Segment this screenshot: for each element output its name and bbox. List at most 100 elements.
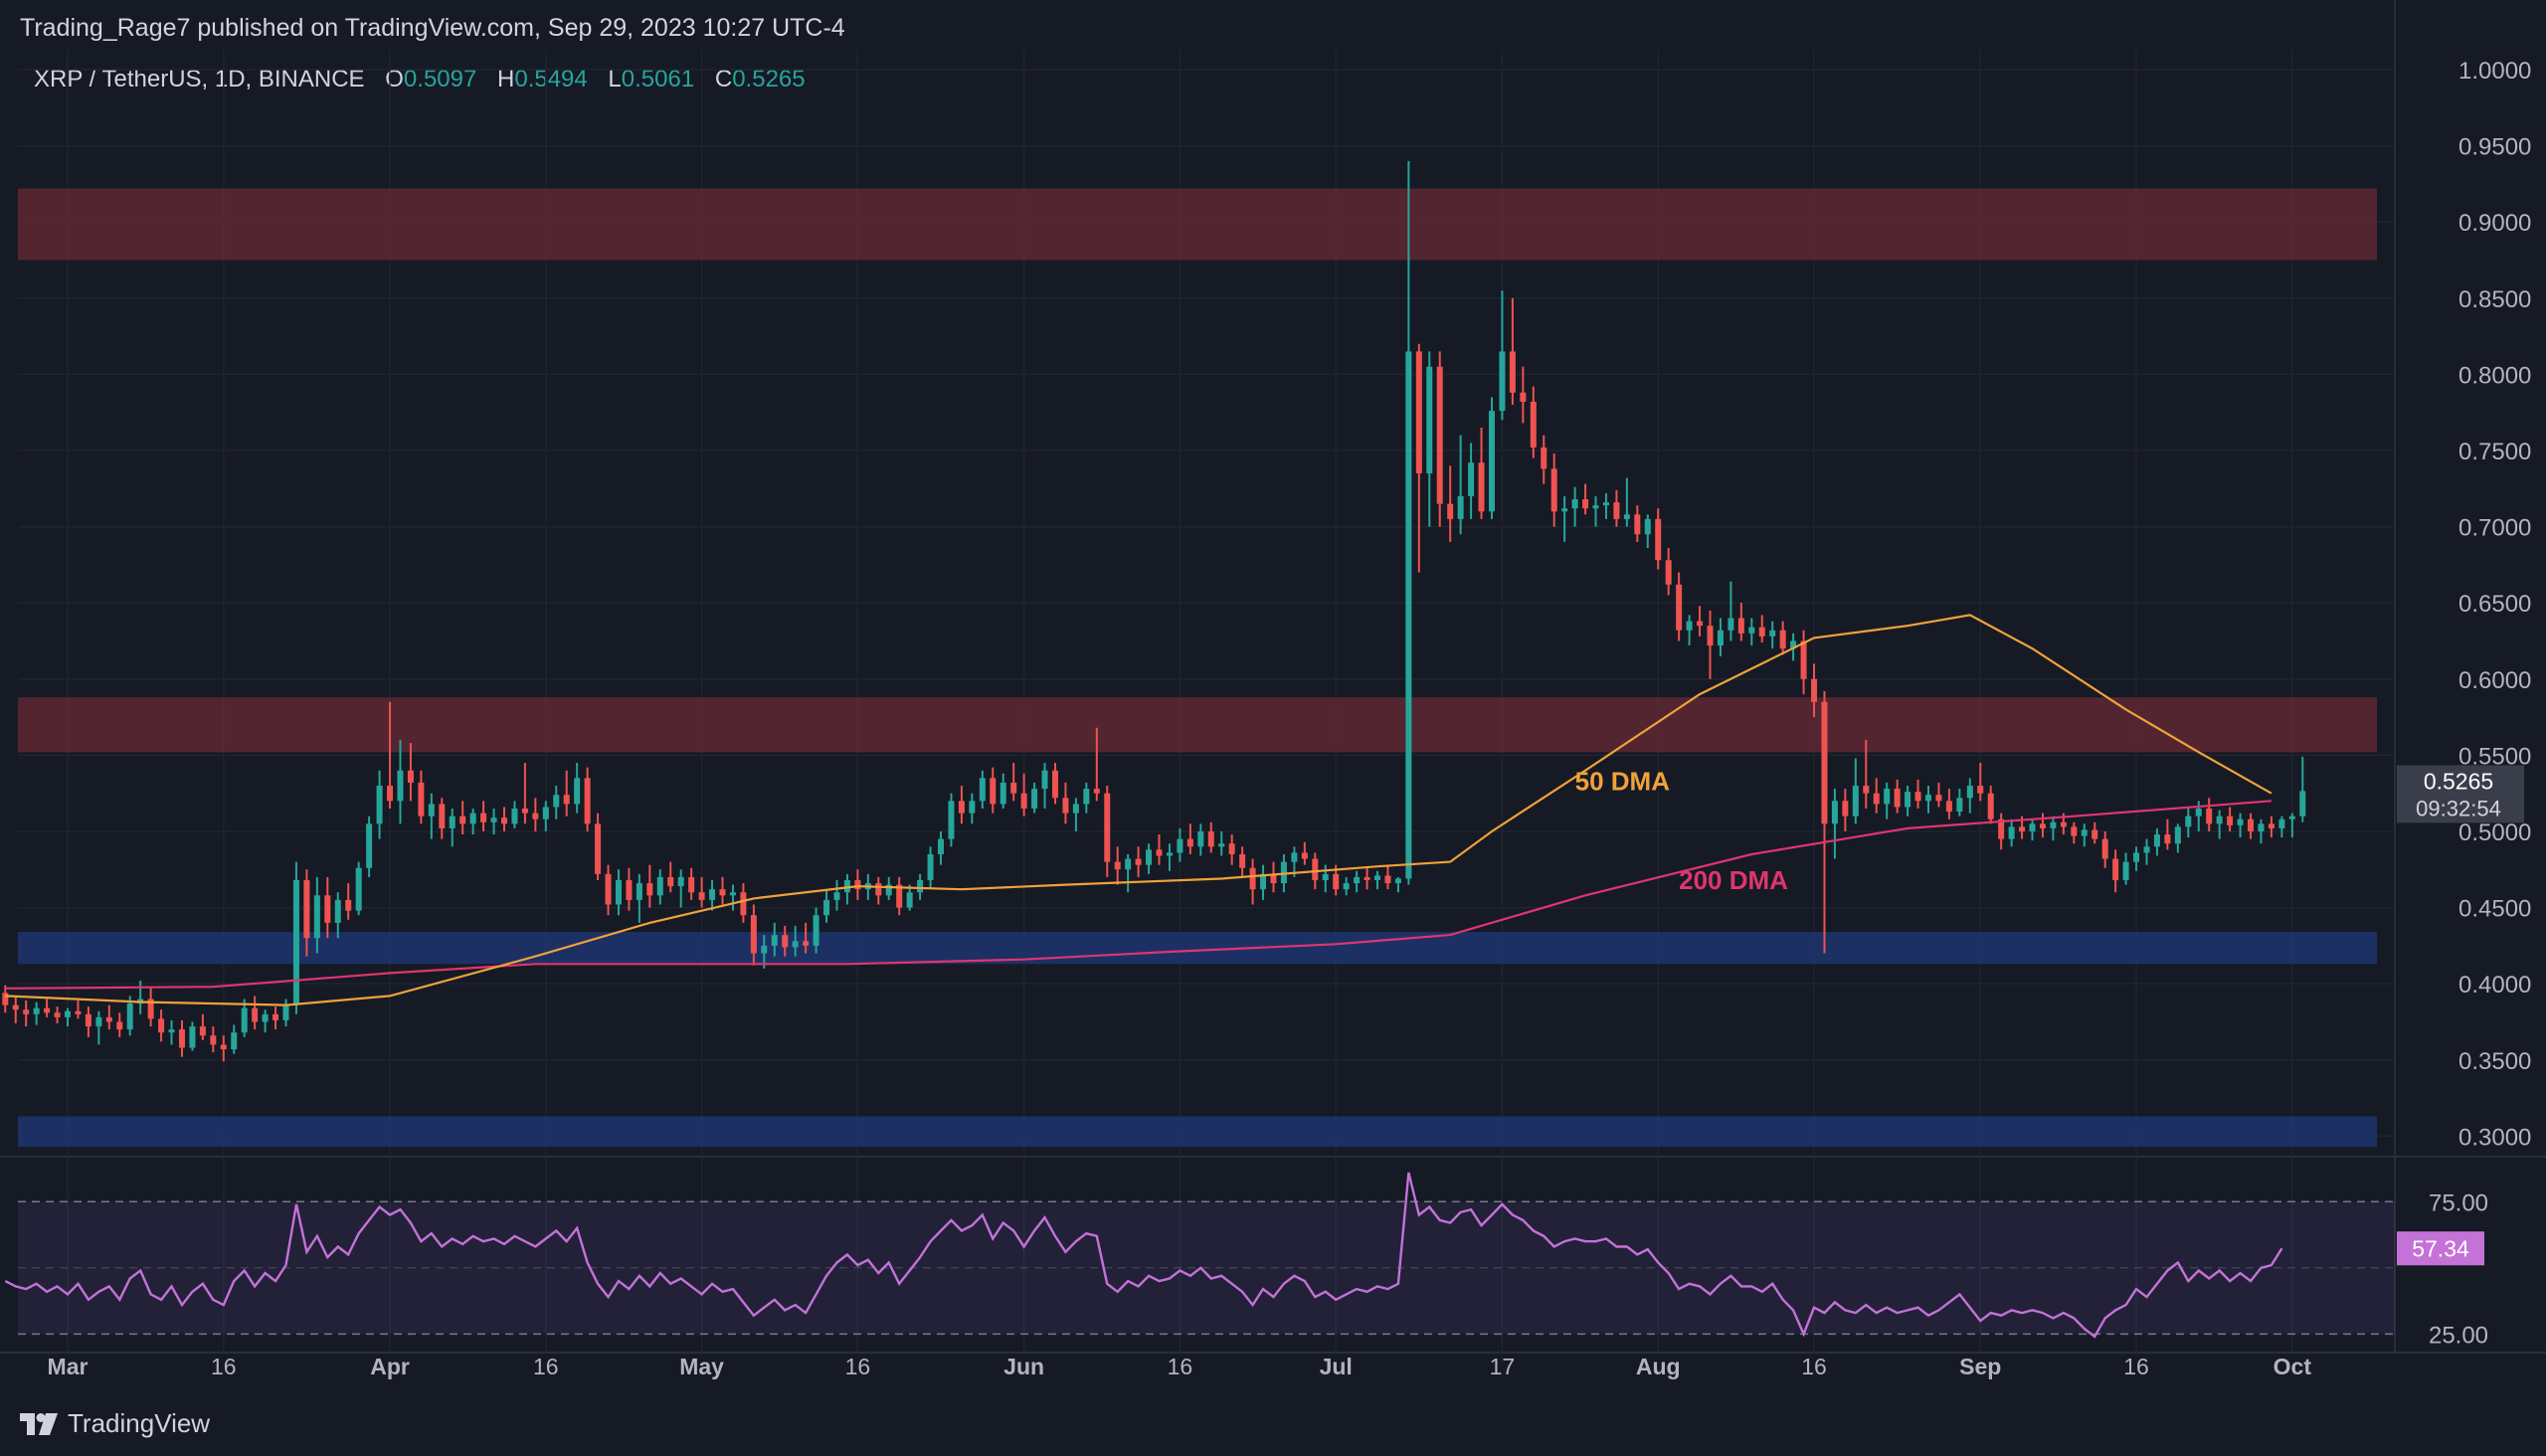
tradingview-logo-icon — [20, 1412, 58, 1435]
candle-body — [2268, 823, 2274, 828]
candle-body — [116, 1021, 123, 1030]
candle-body — [677, 876, 684, 887]
candle-body — [1041, 770, 1048, 790]
candle-body — [1447, 503, 1454, 519]
candle-body — [2299, 791, 2306, 817]
candle-body — [1239, 853, 1246, 868]
resistance-zone-upper — [18, 188, 2377, 261]
candle-body — [324, 895, 331, 923]
candle-body — [636, 883, 642, 900]
candle-body — [220, 1044, 227, 1050]
candle-body — [843, 879, 850, 893]
candle-body — [626, 879, 633, 900]
candle-body — [885, 884, 892, 896]
candle-body — [792, 941, 799, 948]
candle-body — [740, 892, 747, 916]
candle-body — [1707, 626, 1714, 646]
candle-body — [1072, 804, 1079, 814]
price-tick-label: 0.7500 — [2458, 439, 2531, 465]
candle-body — [1520, 392, 1527, 402]
candle-body — [1582, 499, 1589, 509]
time-tick-label: Aug — [1636, 1354, 1681, 1379]
candle-body — [178, 1029, 185, 1048]
candle-body — [1769, 630, 1776, 637]
candle-body — [1945, 801, 1952, 813]
candle-body — [1966, 786, 1973, 799]
candle-body — [469, 813, 476, 824]
rsi-value-tag — [2397, 1231, 2484, 1266]
candle-body — [2288, 816, 2295, 819]
candle-body — [1260, 873, 1267, 890]
candle-body — [1728, 618, 1734, 631]
candle-body — [273, 1013, 279, 1020]
candle-body — [1270, 873, 1277, 884]
price-tick-label: 0.9000 — [2458, 210, 2531, 237]
time-tick-label: Oct — [2273, 1354, 2312, 1379]
candle-body — [615, 879, 622, 905]
candle-body — [2071, 826, 2078, 836]
price-tick-label: 1.0000 — [2458, 58, 2531, 85]
candle-body — [1655, 518, 1662, 561]
candle-body — [2008, 826, 2015, 839]
candle-body — [1468, 462, 1475, 496]
candle-body — [387, 786, 394, 802]
candle-body — [1499, 351, 1506, 412]
candle-body — [532, 813, 539, 819]
candle-body — [1197, 830, 1204, 847]
candle-body — [126, 1003, 133, 1030]
candle-body — [1062, 798, 1069, 814]
candle-body — [262, 1013, 269, 1022]
candle-body — [563, 795, 570, 805]
candle-body — [231, 1032, 238, 1050]
candle-body — [1634, 514, 1641, 535]
candle-body — [553, 795, 560, 808]
candle-body — [439, 804, 446, 828]
candle-body — [1894, 789, 1901, 808]
candle-body — [12, 1004, 19, 1010]
candle-body — [33, 1007, 40, 1014]
candle-body — [407, 770, 414, 783]
candle-body — [719, 889, 726, 896]
candle-body — [1031, 789, 1038, 809]
candle-body — [1884, 789, 1891, 805]
candle-body — [1852, 786, 1859, 817]
candle-body — [241, 1007, 248, 1033]
candle-body — [2248, 819, 2255, 831]
candle-body — [729, 892, 736, 896]
tradingview-brand[interactable]: TradingView — [20, 1408, 210, 1439]
candle-body — [2, 993, 9, 1005]
candle-body — [595, 823, 602, 874]
candle-body — [1811, 678, 1818, 702]
candle-body — [459, 816, 466, 824]
candle-body — [366, 823, 373, 868]
candle-body — [813, 915, 819, 946]
candle-body — [574, 778, 581, 805]
time-tick-label: Jun — [1003, 1354, 1044, 1379]
last-price-value: 0.5265 — [2424, 768, 2493, 794]
candle-body — [1322, 873, 1329, 880]
candle-body — [1509, 351, 1516, 393]
candle-body — [428, 804, 435, 817]
candle-body — [355, 867, 362, 911]
candle-body — [709, 889, 716, 900]
candle-body — [1571, 499, 1578, 509]
rsi-line — [4, 1172, 2283, 1339]
price-tick-label: 0.3000 — [2458, 1124, 2531, 1151]
candle-body — [1177, 838, 1183, 853]
candle-body — [1104, 793, 1111, 862]
candle-body — [1312, 858, 1319, 880]
candle-body — [1863, 786, 1870, 794]
candle-body — [969, 801, 976, 814]
candle-body — [1020, 793, 1027, 809]
candle-body — [1998, 819, 2005, 839]
price-tick-label: 0.3500 — [2458, 1048, 2531, 1075]
candle-body — [1550, 468, 1557, 512]
candle-body — [1686, 621, 1693, 631]
candle-body — [688, 876, 695, 893]
candle-body — [1114, 861, 1121, 870]
candle-body — [95, 1016, 102, 1027]
candle-body — [397, 770, 404, 802]
candle-body — [979, 778, 986, 802]
candle-body — [1831, 801, 1838, 824]
